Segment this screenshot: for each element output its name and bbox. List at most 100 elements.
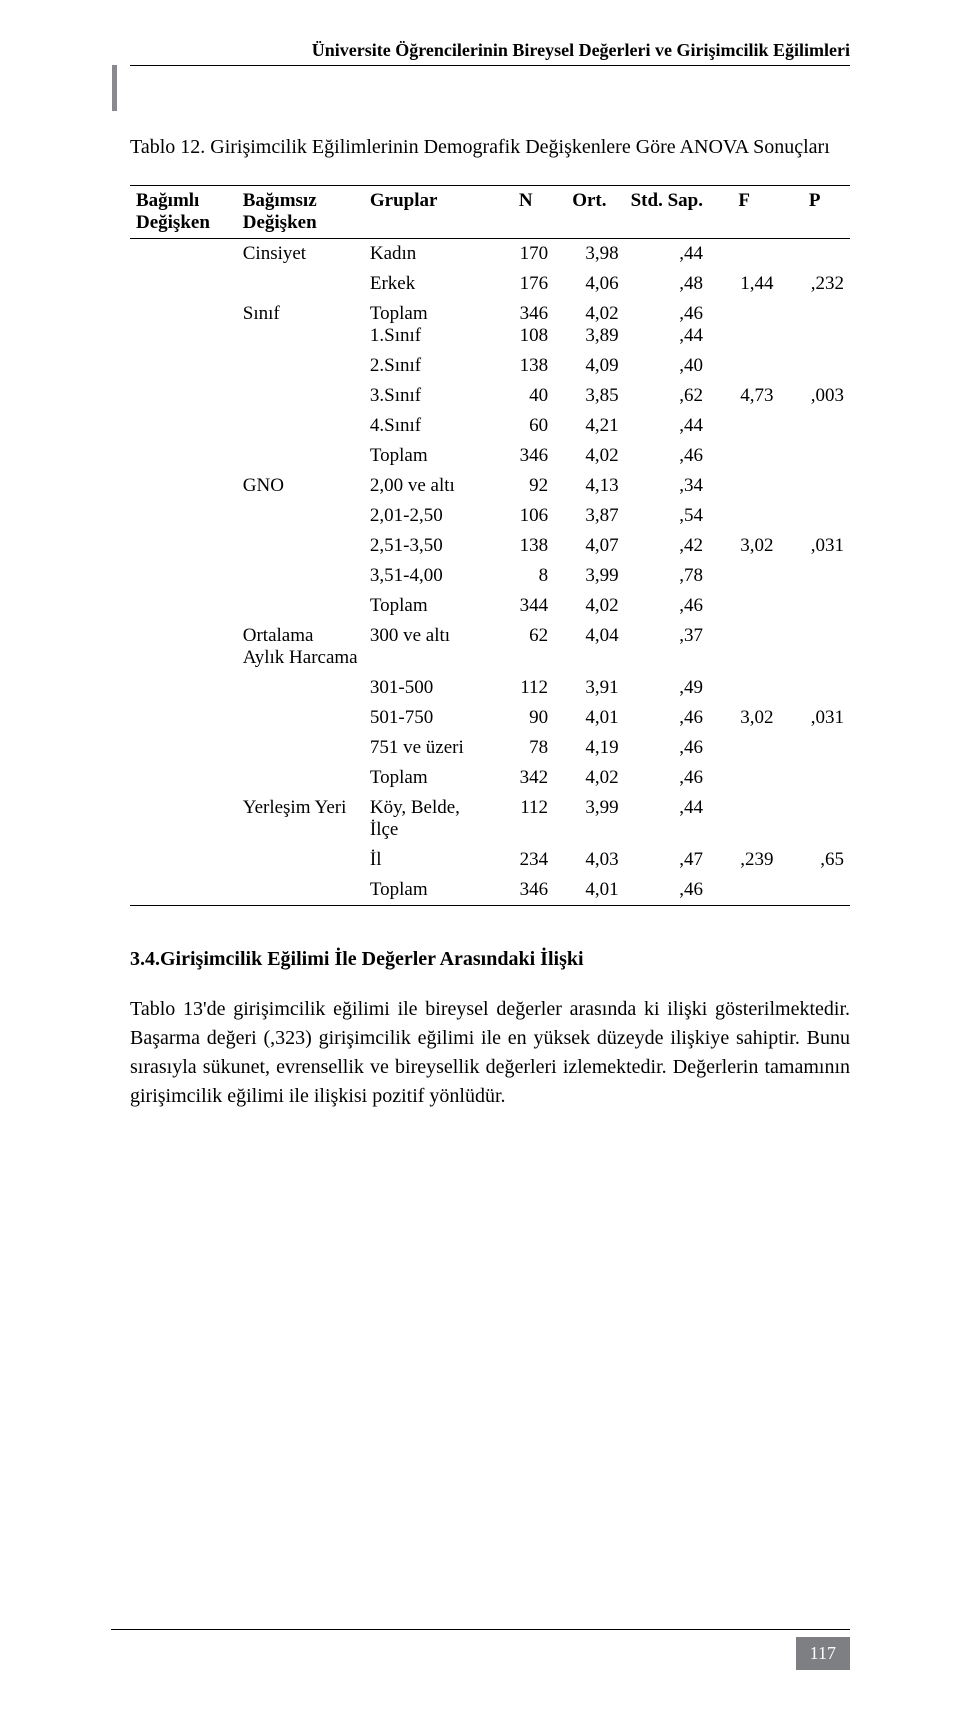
cell: 40 xyxy=(497,381,554,411)
cell xyxy=(130,411,237,441)
col-header: F xyxy=(709,186,779,239)
cell: 4,06 xyxy=(554,269,625,299)
cell xyxy=(130,875,237,906)
cell: 4,73 xyxy=(709,381,779,411)
cell: 90 xyxy=(497,703,554,733)
footer: 117 xyxy=(796,1637,850,1670)
cell: 501-750 xyxy=(364,703,498,733)
cell: 170 xyxy=(497,239,554,270)
table-row: 3.Sınıf403,85,624,73,003 xyxy=(130,381,850,411)
cell: ,44 xyxy=(625,793,709,845)
cell xyxy=(237,441,364,471)
cell: 4,07 xyxy=(554,531,625,561)
cell: 4,02 xyxy=(554,763,625,793)
table-row: Ortalama Aylık Harcama300 ve altı624,04,… xyxy=(130,621,850,673)
cell xyxy=(709,763,779,793)
cell: ,46 xyxy=(625,875,709,906)
cell: 112 xyxy=(497,793,554,845)
cell xyxy=(709,471,779,501)
cell xyxy=(779,471,850,501)
cell xyxy=(130,673,237,703)
cell xyxy=(237,351,364,381)
cell xyxy=(130,239,237,270)
cell: ,42 xyxy=(625,531,709,561)
cell xyxy=(779,299,850,351)
cell xyxy=(130,441,237,471)
cell xyxy=(709,793,779,845)
cell: 112 xyxy=(497,673,554,703)
cell: 300 ve altı xyxy=(364,621,498,673)
cell: 3,87 xyxy=(554,501,625,531)
cell xyxy=(130,591,237,621)
cell xyxy=(779,621,850,673)
cell: 4,02 xyxy=(554,441,625,471)
cell xyxy=(779,763,850,793)
cell xyxy=(237,845,364,875)
cell: 4,04 xyxy=(554,621,625,673)
cell xyxy=(237,763,364,793)
cell: Toplam xyxy=(364,441,498,471)
cell xyxy=(709,239,779,270)
cell: 3,99 xyxy=(554,561,625,591)
cell xyxy=(130,621,237,673)
cell xyxy=(779,441,850,471)
cell: 3,51-4,00 xyxy=(364,561,498,591)
cell: Toplam xyxy=(364,875,498,906)
cell: ,47 xyxy=(625,845,709,875)
cell: ,40 xyxy=(625,351,709,381)
cell xyxy=(779,501,850,531)
cell: Toplam xyxy=(364,591,498,621)
table-row: 301-5001123,91,49 xyxy=(130,673,850,703)
cell: ,46 xyxy=(625,591,709,621)
cell: 1,44 xyxy=(709,269,779,299)
cell xyxy=(130,763,237,793)
cell xyxy=(709,875,779,906)
cell xyxy=(237,411,364,441)
cell: 342 xyxy=(497,763,554,793)
cell xyxy=(779,793,850,845)
cell: ,46 xyxy=(625,733,709,763)
cell: ,239 xyxy=(709,845,779,875)
cell: 3,99 xyxy=(554,793,625,845)
cell: 3,91 xyxy=(554,673,625,703)
cell xyxy=(130,299,237,351)
table-row: 3,51-4,0083,99,78 xyxy=(130,561,850,591)
cell xyxy=(130,269,237,299)
cell xyxy=(237,703,364,733)
cell xyxy=(779,239,850,270)
cell: 138 xyxy=(497,531,554,561)
cell xyxy=(779,673,850,703)
cell xyxy=(130,501,237,531)
cell: 4,023,89 xyxy=(554,299,625,351)
cell: ,48 xyxy=(625,269,709,299)
cell: ,031 xyxy=(779,531,850,561)
cell: ,34 xyxy=(625,471,709,501)
cell xyxy=(130,793,237,845)
cell: 4.Sınıf xyxy=(364,411,498,441)
cell: 2,51-3,50 xyxy=(364,531,498,561)
cell: 346 xyxy=(497,441,554,471)
cell: 2.Sınıf xyxy=(364,351,498,381)
cell xyxy=(237,733,364,763)
table-row: SınıfToplam1.Sınıf3461084,023,89,46,44 xyxy=(130,299,850,351)
cell xyxy=(709,733,779,763)
table-row: Erkek1764,06,481,44,232 xyxy=(130,269,850,299)
cell: ,46 xyxy=(625,703,709,733)
cell xyxy=(779,351,850,381)
table-header-row: Bağımlı Değişken Bağımsız Değişken Grupl… xyxy=(130,186,850,239)
cell: Toplam1.Sınıf xyxy=(364,299,498,351)
cell: 3,85 xyxy=(554,381,625,411)
cell xyxy=(130,351,237,381)
cell: 301-500 xyxy=(364,673,498,703)
cell xyxy=(237,501,364,531)
cell xyxy=(130,471,237,501)
cell: 346108 xyxy=(497,299,554,351)
cell xyxy=(709,299,779,351)
cell: ,54 xyxy=(625,501,709,531)
cell: 138 xyxy=(497,351,554,381)
col-header: Std. Sap. xyxy=(625,186,709,239)
cell: ,46 xyxy=(625,441,709,471)
cell: ,003 xyxy=(779,381,850,411)
cell: 4,02 xyxy=(554,591,625,621)
cell: 78 xyxy=(497,733,554,763)
